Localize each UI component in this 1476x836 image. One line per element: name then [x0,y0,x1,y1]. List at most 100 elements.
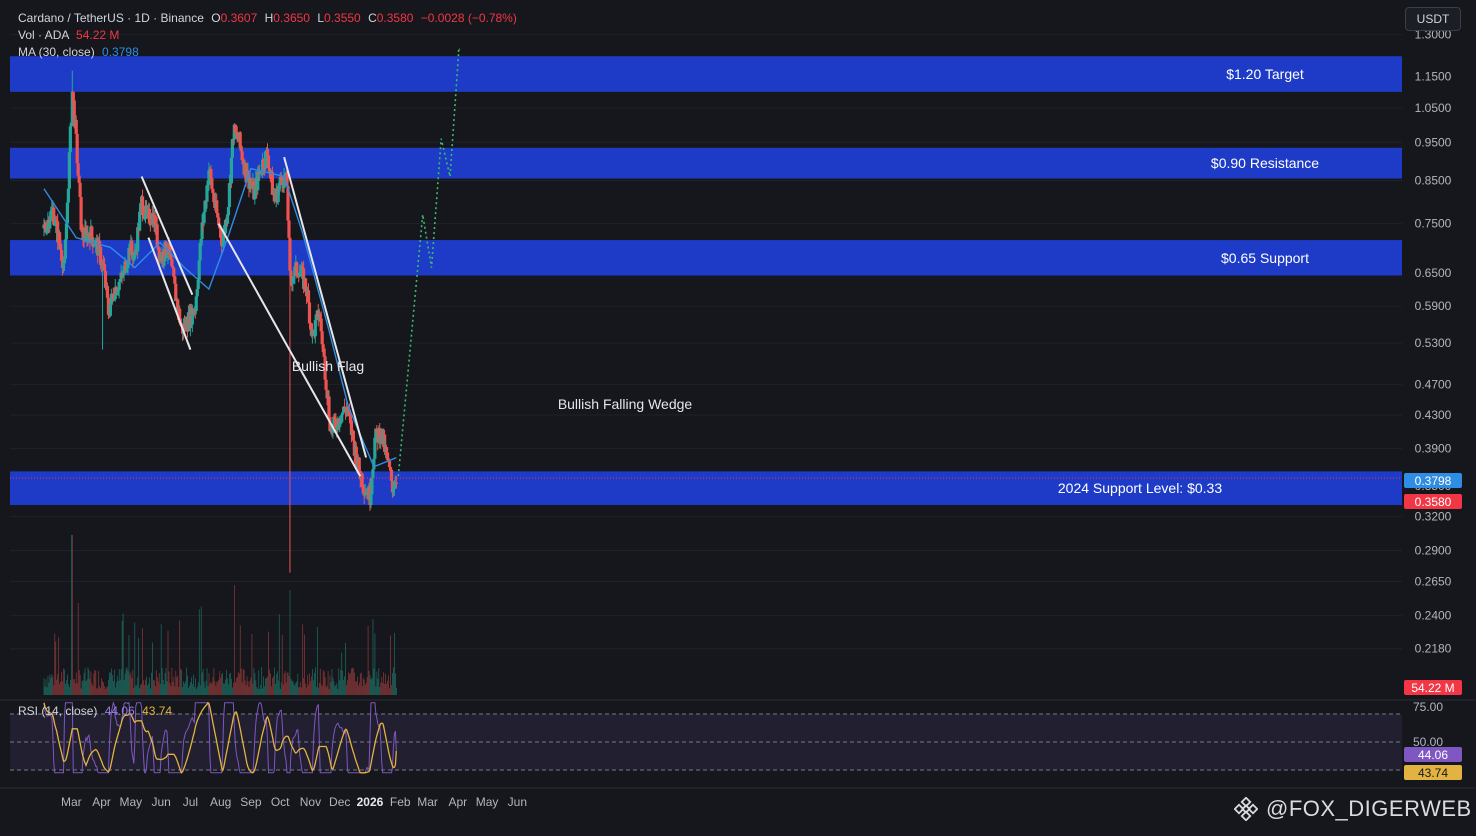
volume-bar [112,674,113,695]
volume-bar [396,687,397,695]
volume-bar [101,678,102,695]
candle-body [227,183,232,208]
volume-bar [129,674,131,695]
volume-bar [303,677,305,695]
candle-body [389,469,394,481]
volume-bar [368,670,370,695]
volume-bar [192,684,193,695]
volume-bar [156,677,158,695]
volume-bar [153,680,154,695]
volume-bar [380,682,382,695]
candle-body [52,207,56,225]
volume-bar [196,686,198,695]
volume-bar [273,676,274,695]
candle-body [288,237,292,271]
volume-bar [166,681,168,695]
volume-bar [269,669,270,695]
zone-label: 2024 Support Level: $0.33 [1058,480,1222,496]
candle-body [248,182,252,189]
candle-body [244,162,248,181]
volume-bar [94,669,96,695]
volume-bar [282,684,284,695]
candle-body [220,237,224,246]
candle-body [355,466,359,468]
volume-bar [392,673,393,695]
volume-bar [388,675,389,695]
volume-bar [119,679,121,695]
volume-bar [355,681,356,695]
currency-button[interactable]: USDT [1405,7,1461,31]
x-tick-label: Jun [151,795,170,809]
candle-body [333,416,337,421]
volume-bar [140,684,142,695]
volume-bar [225,679,226,695]
volume-bar [188,687,189,695]
candle-body [108,304,112,316]
volume-bar [374,633,376,695]
volume-bar [183,681,184,695]
volume-bar [90,671,92,695]
candle-body [324,379,328,390]
candle-body [65,202,70,224]
volume-bar [266,678,267,695]
volume-bar [292,681,294,695]
volume-bar [85,681,87,695]
volume-bar [219,671,221,695]
candle-body [58,232,62,245]
candle-body [195,289,199,297]
volume-bar [148,683,149,695]
volume-bar [124,673,126,695]
candle-body [394,482,398,484]
candle-body [349,420,354,436]
volume-bar [304,634,305,695]
volume-bar [373,668,375,695]
volume-bar [51,674,53,695]
candle-body [393,482,397,489]
candle-body [310,330,314,336]
volume-bar [71,535,72,695]
volume-bar [132,669,134,695]
volume-bar [283,673,285,695]
volume-bar [314,673,315,695]
volume-bar [238,673,240,695]
candle-body [303,278,308,291]
volume-bar [236,676,238,695]
volume-legend: Vol · ADA 54.22 M [18,28,120,42]
candle-body [67,152,71,189]
volume-bar [271,686,272,695]
volume-bar [379,686,381,695]
candle-body [161,251,165,262]
candle-body [62,258,67,264]
volume-bar [323,671,325,695]
volume-bar [191,677,192,695]
volume-bar [199,685,201,695]
volume-bar [361,686,363,695]
volume-bar [274,667,275,695]
y-tick-label: 1.0500 [1415,101,1452,115]
volume-bar [109,672,110,695]
volume-bar [168,671,170,695]
volume-bar [349,673,350,695]
candle-body [142,217,147,219]
volume-bar [64,669,65,695]
candle-body [385,452,390,461]
volume-bar [162,679,164,695]
volume-bar [235,678,237,695]
candle-body [122,266,126,275]
candle-body [74,119,78,134]
candle-body [384,447,389,453]
volume-bar [358,682,360,695]
candle-body [118,279,122,282]
volume-bar [116,675,118,695]
volume-bar [377,678,379,695]
candle-body [210,178,214,189]
volume-bar [278,614,280,695]
candle-body [68,126,72,153]
low-value: 0.3550 [324,11,361,25]
volume-bar [263,676,264,695]
candle-body [216,213,220,218]
volume-bar [370,679,372,695]
candle-body [125,268,129,272]
volume-bar [223,683,224,695]
